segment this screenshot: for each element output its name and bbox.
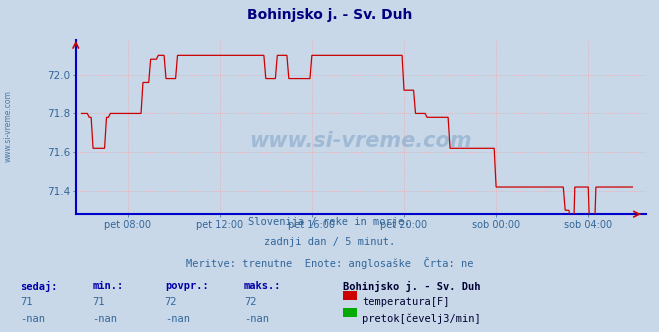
Text: 72: 72 — [165, 297, 177, 307]
Text: maks.:: maks.: — [244, 281, 281, 290]
Text: Bohinjsko j. - Sv. Duh: Bohinjsko j. - Sv. Duh — [343, 281, 480, 291]
Text: Bohinjsko j. - Sv. Duh: Bohinjsko j. - Sv. Duh — [247, 8, 412, 22]
Text: povpr.:: povpr.: — [165, 281, 208, 290]
Text: www.si-vreme.com: www.si-vreme.com — [3, 90, 13, 162]
Text: temperatura[F]: temperatura[F] — [362, 297, 450, 307]
Text: pretok[čevelj3/min]: pretok[čevelj3/min] — [362, 314, 481, 324]
Text: -nan: -nan — [244, 314, 269, 324]
Text: www.si-vreme.com: www.si-vreme.com — [250, 131, 472, 151]
Text: zadnji dan / 5 minut.: zadnji dan / 5 minut. — [264, 237, 395, 247]
Text: sedaj:: sedaj: — [20, 281, 57, 291]
Text: -nan: -nan — [165, 314, 190, 324]
Text: 71: 71 — [92, 297, 105, 307]
Text: Slovenija / reke in morje.: Slovenija / reke in morje. — [248, 217, 411, 227]
Text: -nan: -nan — [92, 314, 117, 324]
Text: Meritve: trenutne  Enote: anglosaške  Črta: ne: Meritve: trenutne Enote: anglosaške Črta… — [186, 257, 473, 269]
Text: -nan: -nan — [20, 314, 45, 324]
Text: min.:: min.: — [92, 281, 123, 290]
Text: 72: 72 — [244, 297, 256, 307]
Text: 71: 71 — [20, 297, 32, 307]
